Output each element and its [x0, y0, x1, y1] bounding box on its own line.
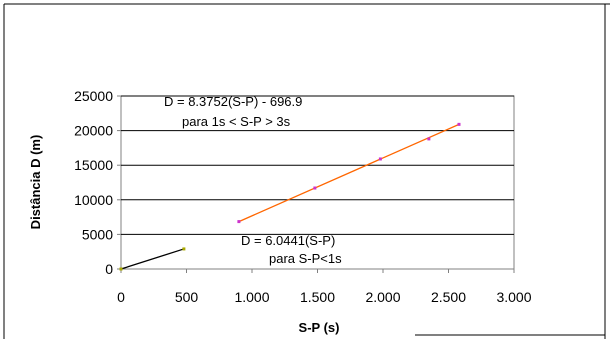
y-tick-label-1: 5000 [82, 226, 113, 242]
y-tick-label-3: 15000 [74, 157, 113, 173]
plot-area [120, 95, 515, 270]
y-tick-label-0: 0 [105, 261, 113, 277]
data-point-s1-3 [427, 137, 431, 141]
x-axis-ticks: 0 500 1.000 1.500 2.000 2.500 3.000 [117, 269, 532, 305]
data-point-s1-0 [237, 220, 241, 224]
equation-upper-line1: D = 8.3752(S-P) - 696.9 [164, 94, 302, 109]
equation-lower-line2: para S-P<1s [269, 251, 342, 266]
data-point-s1-4 [457, 122, 461, 126]
fit-line-1 [238, 123, 460, 223]
equation-upper-line2: para 1s < S-P > 3s [182, 114, 291, 129]
x-tick-label-1: 500 [175, 289, 199, 305]
x-tick-label-6: 3.000 [496, 289, 531, 305]
x-tick-label-0: 0 [117, 289, 125, 305]
fit-line-0 [120, 248, 185, 270]
x-tick-label-2: 1.000 [234, 289, 269, 305]
data-point-s1-1 [313, 186, 317, 190]
x-tick-label-5: 2.500 [431, 289, 466, 305]
y-tick-label-4: 20000 [74, 123, 113, 139]
x-tick-label-3: 1.500 [300, 289, 335, 305]
data-point-s0-0 [119, 267, 123, 271]
equation-lower-line1: D = 6.0441(S-P) [241, 233, 335, 248]
y-tick-label-2: 10000 [74, 192, 113, 208]
x-tick-label-4: 2.000 [365, 289, 400, 305]
y-tick-label-5: 25000 [74, 88, 113, 104]
x-axis-title: S-P (s) [299, 320, 340, 335]
y-axis-title: Distância D (m) [28, 135, 43, 230]
data-point-s0-1 [182, 247, 186, 251]
data-point-s1-2 [378, 157, 382, 161]
y-axis-ticks: 0 5000 10000 15000 20000 25000 [74, 88, 121, 277]
series-layer [119, 122, 461, 271]
gridlines [121, 95, 514, 235]
